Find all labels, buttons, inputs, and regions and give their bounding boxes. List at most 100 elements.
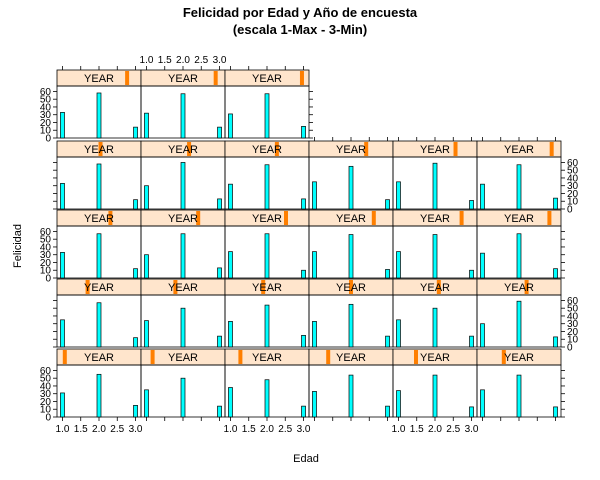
x-tick-label: 3.0 [213,55,227,66]
bar [133,268,138,279]
chart-title: Felicidad por Edad y Año de encuesta [183,5,418,20]
panel: YEAR [140,69,226,139]
panel: YEAR [224,140,310,210]
panel: YEAR [476,140,562,210]
strip-year-marker [85,280,90,294]
bar [180,233,186,279]
bar [396,181,401,210]
bar [133,337,138,348]
bar [217,126,222,139]
panels-layer: YEAR YEAR YEAR YEAR YEAR YEAR YEAR YEAR YEAR YEAR… [40,55,579,435]
bar [96,163,102,210]
bar [553,268,558,279]
y-tick-label: 20 [567,327,579,338]
panel: YEAR [56,348,142,418]
x-tick-label: 2.5 [110,424,124,435]
y-tick-label: 30 [40,250,52,261]
strip-year-marker [62,350,67,364]
strip-label: YEAR [420,352,450,364]
x-tick-label: 1.0 [224,424,238,435]
bar [60,183,65,210]
panel: YEAR [140,278,226,348]
bar [553,336,558,348]
x-tick-label: 2.5 [446,424,460,435]
x-tick-label: 1.5 [158,55,172,66]
x-tick-label: 1.0 [392,424,406,435]
bar [385,335,390,348]
strip-label: YEAR [168,282,198,294]
strip-year-marker [284,211,288,225]
strip-year-marker [125,71,130,85]
bar [480,252,485,279]
bar [432,374,438,418]
panel: YEAR [56,209,142,279]
y-tick-label: 30 [567,181,579,192]
panel: YEAR [308,348,394,418]
bar [133,405,138,418]
y-tick-label: 50 [40,95,52,106]
bar [60,319,65,348]
bar [480,183,485,210]
strip-label: YEAR [420,282,450,294]
bar [144,185,149,210]
panel: YEAR [392,348,478,418]
y-tick-label: 60 [40,227,52,238]
bar [180,162,186,210]
strip-year-marker [274,142,279,156]
strip-label: YEAR [168,73,198,85]
y-tick-label: 0 [45,413,51,424]
strip-year-marker [436,280,441,294]
panel: YEAR [308,140,394,210]
y-tick-label: 0 [45,134,51,145]
y-tick-label: 10 [567,197,579,208]
x-tick-label: 2.5 [194,55,208,66]
strip-label: YEAR [336,144,366,156]
bar [301,126,306,139]
y-tick-label: 0 [567,205,573,216]
bar [312,181,317,210]
strip-label: YEAR [336,352,366,364]
strip-label: YEAR [336,213,366,225]
y-tick-label: 20 [40,258,52,269]
chart-subtitle: (escala 1-Max - 3-Min) [233,22,367,37]
y-tick-label: 10 [40,126,52,137]
bar [217,405,222,418]
strip-label: YEAR [84,282,114,294]
panel: YEAR [224,209,310,279]
panel: YEAR [56,278,142,348]
bar [480,323,485,348]
y-tick-label: 0 [567,343,573,354]
bar [60,392,65,418]
bar [312,391,317,418]
y-tick-label: 30 [40,110,52,121]
bar [301,335,306,348]
y-tick-label: 40 [40,242,52,253]
strip-label: YEAR [168,144,198,156]
y-axis-label: Felicidad [12,224,24,268]
panel: YEAR [476,209,562,279]
x-tick-label: 1.5 [410,424,424,435]
panel: YEAR [224,348,310,418]
bar [480,389,485,418]
bar [133,199,138,210]
y-tick-label: 30 [567,319,579,330]
strip-label: YEAR [252,73,282,85]
bar [180,307,186,348]
y-tick-label: 10 [40,266,52,277]
y-tick-label: 10 [40,405,52,416]
bar [432,162,438,210]
bar [264,304,270,348]
x-tick-label: 1.5 [74,424,88,435]
bar [96,92,102,139]
bar [144,112,149,139]
x-tick-label: 1.5 [242,424,256,435]
strip-label: YEAR [504,352,534,364]
strip-year-marker [150,350,155,364]
bar [264,93,270,139]
y-tick-label: 20 [567,189,579,200]
bar [60,252,65,279]
strip-year-marker [173,280,178,294]
bar [133,126,138,139]
panel: YEAR [140,348,226,418]
